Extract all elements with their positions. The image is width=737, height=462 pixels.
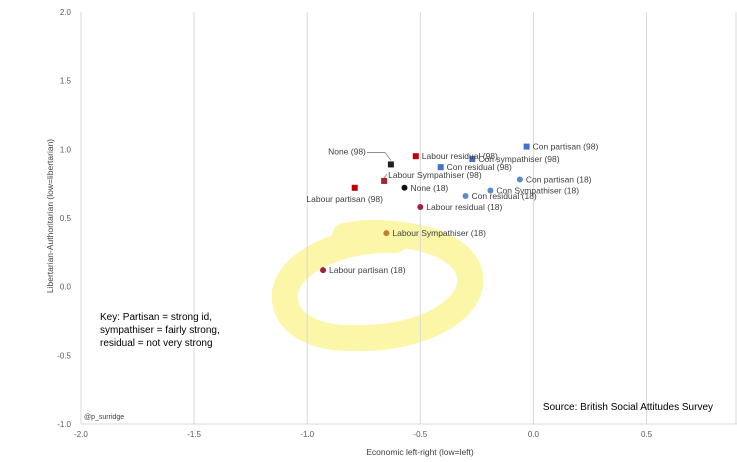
x-tick-label: 0.5 <box>641 430 653 439</box>
data-point-square <box>387 161 394 168</box>
source-note: Source: British Social Attitudes Survey <box>542 402 713 413</box>
point-label: None (98) <box>328 146 366 156</box>
y-tick-label: -0.5 <box>57 351 71 360</box>
point-label: None (18) <box>410 183 448 193</box>
point-label: Labour partisan (18) <box>329 265 406 275</box>
y-tick-label: 1.5 <box>60 77 72 86</box>
point-label: Con residual (18) <box>472 191 537 201</box>
point-label: Labour Sympathiser (98) <box>388 170 482 180</box>
data-point-square <box>523 143 530 150</box>
y-axis-title: Libertarian-Authoritarian (low=libertari… <box>45 139 55 293</box>
x-tick-label: -1.0 <box>300 430 314 439</box>
data-point-square <box>437 164 444 171</box>
data-point-square <box>381 177 388 184</box>
data-point-square <box>412 153 419 160</box>
y-tick-label: 0.5 <box>60 214 72 223</box>
data-point-square <box>469 155 476 162</box>
point-label: Con residual (98) <box>447 162 512 172</box>
key-line-3: residual = not very strong <box>100 338 213 349</box>
y-tick-label: 1.0 <box>60 145 72 154</box>
key-legend: Key: Partisan = strong id, sympathiser =… <box>100 311 220 350</box>
y-tick-label: 2.0 <box>60 8 72 17</box>
x-tick-label: 0.0 <box>528 430 540 439</box>
key-line-1: Key: Partisan = strong id, <box>100 312 213 323</box>
point-labels: Con partisan (98)Con sympathiser (98)Con… <box>306 142 598 276</box>
highlighter-scribble <box>271 219 484 352</box>
data-point-circle <box>462 193 469 200</box>
data-points <box>320 143 530 274</box>
point-label: Labour Sympathiser (18) <box>392 228 486 238</box>
data-point-square <box>351 184 358 191</box>
data-point-circle <box>417 204 424 211</box>
key-line-2: sympathiser = fairly strong, <box>100 325 220 336</box>
point-label: Labour partisan (98) <box>306 194 383 204</box>
author-credit: @p_surridge <box>84 414 125 421</box>
point-label: Con partisan (98) <box>533 142 599 152</box>
data-point-circle <box>383 230 390 237</box>
y-tick-label: 0.0 <box>60 283 72 292</box>
data-point-circle <box>401 184 408 191</box>
point-label: Labour residual (98) <box>422 151 498 161</box>
point-label: Con partisan (18) <box>526 175 592 185</box>
point-label: Con sympathiser (98) <box>478 154 559 164</box>
point-label: Con Sympathiser (18) <box>496 186 579 196</box>
axes: -2.0 -1.5 -1.0 -0.5 0.0 0.5 2.0 1.5 1.0 0.5 0.0 -0.… <box>57 8 652 439</box>
grid-lines <box>80 12 737 425</box>
x-tick-label: -2.0 <box>74 430 88 439</box>
data-point-circle <box>320 267 327 274</box>
x-tick-label: -0.5 <box>413 430 427 439</box>
x-axis-title: Economic left-right (low=left) <box>366 447 474 457</box>
y-tick-label: -1.0 <box>57 420 71 429</box>
data-point-circle <box>487 187 494 194</box>
leader-lines <box>366 152 392 179</box>
leader-line <box>366 152 392 161</box>
data-point-circle <box>516 176 523 183</box>
x-tick-label: -1.5 <box>187 430 201 439</box>
point-label: Labour residual (18) <box>426 202 502 212</box>
leader-line <box>383 173 388 179</box>
